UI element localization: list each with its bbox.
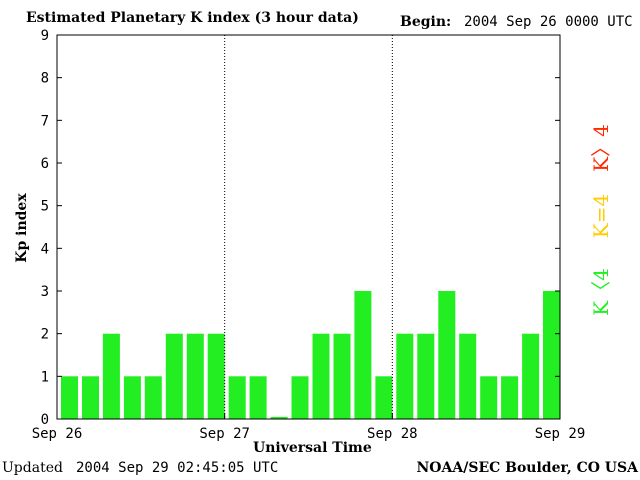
legend-high: K〉4 [589, 124, 613, 172]
y-tick-label: 1 [41, 369, 49, 385]
y-tick-label: 3 [41, 284, 49, 300]
kp-bar [123, 376, 141, 419]
kp-bar [501, 376, 519, 419]
x-tick-label: Sep 27 [199, 426, 250, 442]
kp-bar [144, 376, 162, 419]
kp-bar [417, 333, 435, 419]
x-tick-label: Sep 28 [367, 426, 418, 442]
begin-value: 2004 Sep 26 0000 UTC [464, 14, 633, 30]
kp-bar [543, 291, 560, 419]
x-axis: Sep 26 Sep 27 Sep 28 Sep 29 [32, 413, 586, 442]
kp-bar [438, 291, 456, 419]
kp-bar [249, 376, 267, 419]
y-tick-label: 0 [41, 412, 49, 428]
kp-bar [375, 376, 393, 419]
legend: K〉4 K=4 K〈4 [589, 124, 613, 316]
y-tick-label: 7 [41, 113, 49, 129]
x-tick-label: Sep 29 [535, 426, 586, 442]
kp-bar [186, 333, 204, 419]
y-tick-label: 2 [41, 327, 49, 343]
y-tick-label: 8 [41, 71, 49, 87]
kp-bar [82, 376, 99, 419]
kp-bar [480, 376, 498, 419]
kp-bar [354, 291, 372, 419]
y-tick-label: 4 [41, 241, 49, 257]
x-tick-label: Sep 26 [32, 426, 83, 442]
source-credit: NOAA/SEC Boulder, CO USA [416, 460, 639, 476]
chart-title: Estimated Planetary K index (3 hour data… [26, 10, 359, 26]
bars-group [61, 291, 560, 419]
kp-bar [459, 333, 477, 419]
kp-bar [291, 376, 309, 419]
y-axis-label: Kp index [14, 193, 30, 263]
kp-bar [270, 416, 288, 419]
updated-label: Updated [2, 460, 63, 476]
day-separators [224, 35, 393, 419]
kp-bar [102, 333, 120, 419]
y-tick-label: 5 [41, 199, 49, 215]
y-tick-label: 9 [41, 28, 49, 44]
begin-label: Begin: [400, 14, 452, 30]
kp-bar [228, 376, 246, 419]
kp-bar [61, 376, 78, 419]
kp-bar [333, 333, 351, 419]
kp-bar [522, 333, 540, 419]
kp-bar [396, 333, 414, 419]
legend-low: K〈4 [589, 268, 613, 316]
kp-bar [165, 333, 183, 419]
x-axis-label: Universal Time [253, 440, 372, 456]
plot-frame [56, 34, 561, 420]
legend-equal: K=4 [589, 194, 613, 238]
y-tick-label: 6 [41, 156, 49, 172]
y-axis: 0 1 2 3 4 5 6 7 8 9 [41, 28, 560, 428]
updated-value: 2004 Sep 29 02:45:05 UTC [76, 460, 279, 476]
kp-bar [312, 333, 330, 419]
kp-bar [207, 333, 225, 419]
